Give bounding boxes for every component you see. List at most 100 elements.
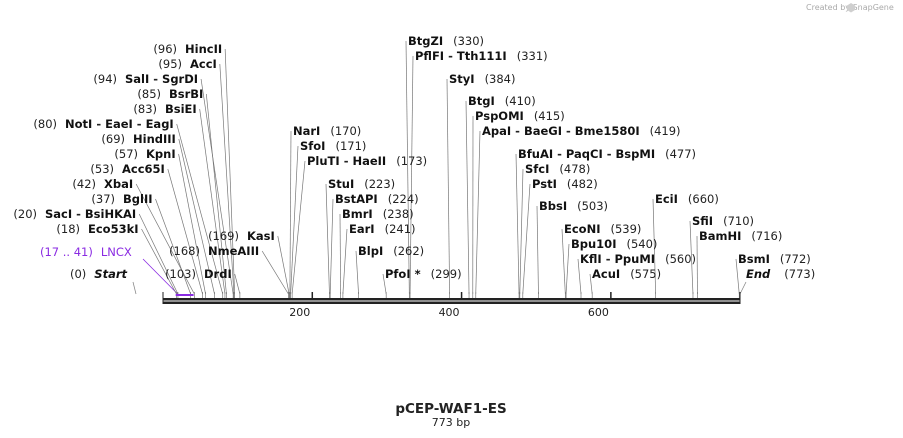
site-leader-line [234, 273, 241, 295]
name-separator: - [607, 147, 612, 161]
site-kasi: KasI (169) [208, 229, 275, 243]
enzyme-name: SgrDI [162, 72, 198, 86]
site-leader-line [325, 183, 330, 295]
site-position: (18) [56, 222, 80, 236]
site-leader-line [355, 250, 359, 295]
site-position: (299) [431, 267, 462, 281]
site-leader-line [290, 145, 299, 295]
site-position: (560) [665, 252, 696, 266]
site-bamhi: BamHI (716) [699, 229, 782, 243]
site-position: (170) [330, 124, 361, 138]
map-title: pCEP-WAF1-ES [395, 401, 506, 417]
end-label: End [746, 267, 771, 281]
site-position: (94) [93, 72, 117, 86]
site-bbsi: BbsI (503) [539, 199, 608, 213]
site-bsrbi: BsrBI (85) [137, 87, 203, 101]
site-position: (331) [517, 49, 548, 63]
leader-lines [132, 40, 747, 298]
site-btgi: BtgI (410) [468, 94, 536, 108]
site-noti: NotI - EaeI - EagI(80) [33, 117, 173, 131]
site-sfci: SfcI (478) [525, 162, 590, 176]
enzyme-name: NotI [65, 117, 92, 131]
site-position: (42) [72, 177, 96, 191]
site-position: (95) [158, 57, 182, 71]
site-bmri: BmrI (238) [342, 207, 414, 221]
site-leader-line [475, 130, 481, 295]
name-separator: - [153, 72, 158, 86]
enzyme-name: PflFI [415, 49, 444, 63]
enzyme-name: NmeAIII [208, 244, 259, 258]
enzyme-name: SfcI [525, 162, 549, 176]
enzyme-name: StyI [449, 72, 475, 86]
site-leader-line [561, 228, 566, 295]
backbone-top-strand [163, 298, 740, 301]
site-apai: ApaI - BaeGI - Bme1580I (419) [482, 124, 681, 138]
enzyme-name: KasI [247, 229, 275, 243]
site-position: (85) [137, 87, 161, 101]
site-sfii: SfiI (710) [692, 214, 754, 228]
site-leader-line [155, 198, 191, 295]
enzyme-name: SfoI [300, 139, 325, 153]
name-separator: - [557, 147, 562, 161]
site-leader-line [589, 273, 593, 295]
enzyme-name: ApaI [482, 124, 511, 138]
end-position: (773) [784, 267, 815, 281]
enzyme-name: StuI [328, 177, 354, 191]
name-separator: - [448, 49, 453, 63]
name-separator: - [137, 117, 142, 131]
ruler-tick-label: 600 [588, 306, 609, 319]
enzyme-name: BmrI [342, 207, 373, 221]
site-sali: SalI - SgrDI (94) [93, 72, 198, 86]
site-leader-line [219, 63, 235, 295]
site-position: (539) [610, 222, 641, 236]
site-leader-line [135, 183, 195, 295]
site-position: (37) [91, 192, 115, 206]
site-stui: StuI (223) [328, 177, 395, 191]
enzyme-name: XbaI [104, 177, 133, 191]
site-position: (238) [383, 207, 414, 221]
site-leader-line [565, 243, 570, 295]
site-position: (96) [153, 42, 177, 56]
site-leader-line [277, 235, 290, 295]
enzyme-name: AccI [190, 57, 217, 71]
enzyme-name: EagI [146, 117, 174, 131]
site-position: (482) [567, 177, 598, 191]
enzyme-name: PluTI [307, 154, 340, 168]
enzyme-name: EciI [655, 192, 678, 206]
enzyme-name: EaeI [105, 117, 133, 131]
enzyme-name: BsiHKAI [85, 207, 136, 221]
enzyme-name: BsrBI [169, 87, 203, 101]
enzyme-name: BamHI [699, 229, 741, 243]
enzyme-name: AcuI [592, 267, 620, 281]
site-leader-line [167, 168, 203, 295]
site-blpi: BlpI (262) [358, 244, 424, 258]
name-separator: - [606, 252, 611, 266]
site-styi: StyI (384) [449, 72, 516, 86]
site-econi: EcoNI (539) [564, 222, 641, 236]
site-leader-line [289, 130, 292, 295]
site-position: (772) [780, 252, 811, 266]
site-xbai: XbaI (42) [72, 177, 133, 191]
site-leader-line [735, 258, 740, 295]
site-nari: NarI (170) [293, 124, 361, 138]
site-position: (384) [485, 72, 516, 86]
site-bsmi: BsmI (772) [738, 252, 811, 266]
map-length: 773 bp [432, 416, 470, 429]
enzyme-name: BspMI [616, 147, 656, 161]
enzyme-name: BfuAI [518, 147, 553, 161]
enzyme-name: BsmI [738, 252, 770, 266]
site-kpni: KpnI (57) [114, 147, 175, 161]
site-position: (173) [396, 154, 427, 168]
site-sfoi: SfoI (171) [300, 139, 366, 153]
name-separator: - [344, 154, 349, 168]
site-acui: AcuI (575) [592, 267, 661, 281]
site-psti: PstI (482) [532, 177, 598, 191]
site-leader-line [329, 198, 334, 295]
site-leader-line [577, 258, 582, 295]
enzyme-name: BtgI [468, 94, 495, 108]
site-eari: EarI (241) [349, 222, 416, 236]
site-position: (103) [165, 267, 196, 281]
enzyme-name: BtgZI [408, 34, 443, 48]
site-position: (410) [505, 94, 536, 108]
enzyme-name: Tth111I [457, 49, 507, 63]
